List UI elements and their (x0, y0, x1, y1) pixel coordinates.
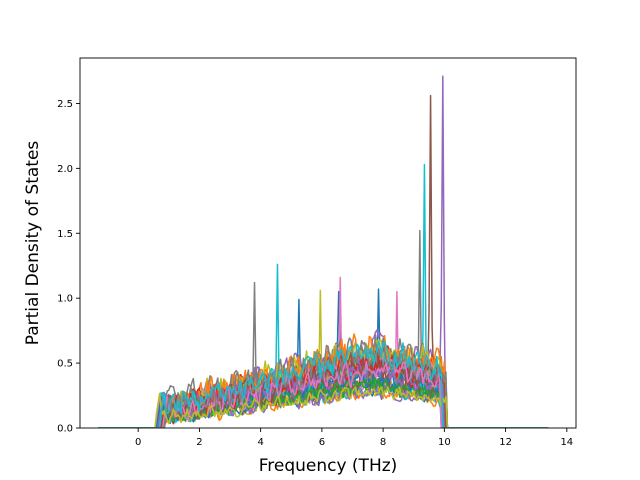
x-tick-label: 8 (380, 437, 386, 448)
x-axis-label: Frequency (THz) (259, 456, 398, 476)
x-tick-label: 12 (499, 437, 512, 448)
x-tick-label: 6 (319, 437, 325, 448)
y-tick-label: 1.5 (57, 229, 73, 240)
plot-frame (79, 57, 577, 429)
series-layer (98, 75, 549, 428)
pdos-series-line (98, 348, 549, 428)
y-tick-label: 0.5 (57, 359, 73, 370)
y-axis-label: Partial Density of States (23, 141, 43, 346)
x-tick-label: 10 (438, 437, 451, 448)
x-tick-label: 14 (560, 437, 573, 448)
y-axis-ticks: 0.0 0.5 1.0 1.5 2.0 2.5 (57, 99, 80, 435)
y-tick-label: 2.0 (57, 164, 73, 175)
pdos-series-line (98, 337, 549, 428)
x-tick-label: 2 (196, 437, 202, 448)
y-tick-label: 2.5 (57, 99, 73, 110)
y-tick-label: 1.0 (57, 294, 73, 305)
y-tick-label: 0.0 (57, 424, 73, 435)
x-axis-ticks: 0 2 4 6 8 10 12 14 (135, 428, 573, 448)
x-tick-label: 4 (257, 437, 263, 448)
x-tick-label: 0 (135, 437, 141, 448)
pdos-series-line (98, 386, 549, 428)
pdos-series-line (98, 340, 549, 428)
